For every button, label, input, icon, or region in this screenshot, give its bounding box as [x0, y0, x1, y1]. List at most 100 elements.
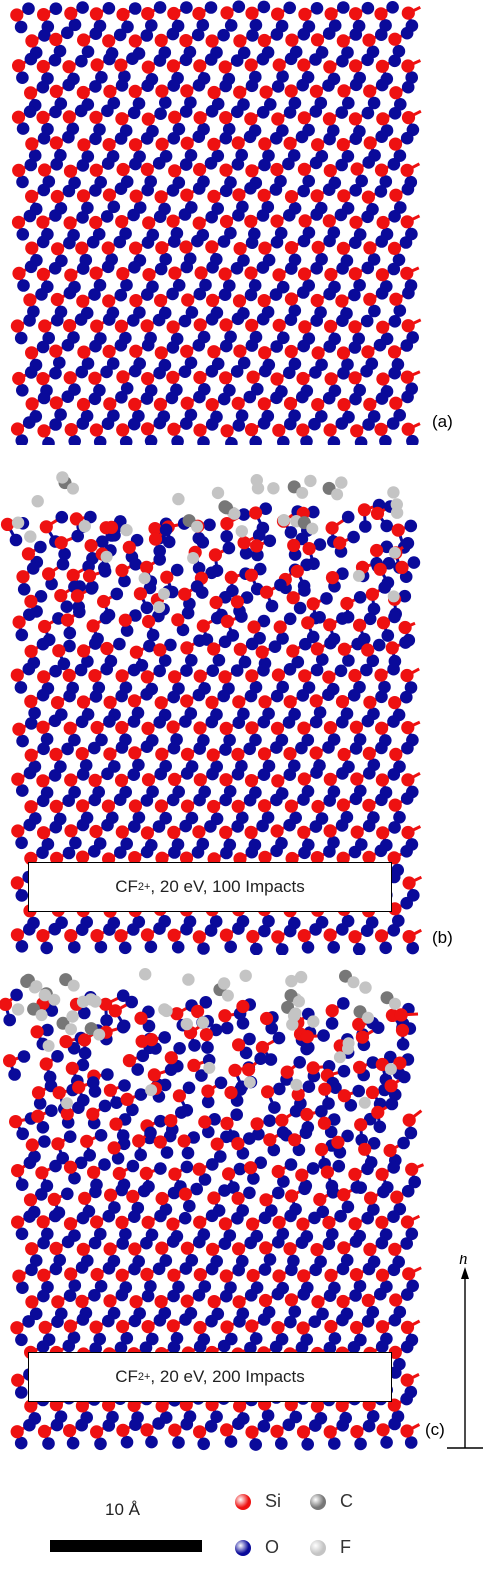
o-atom: [49, 1159, 62, 1173]
o-atom: [360, 924, 374, 937]
o-atom: [118, 574, 131, 588]
si-atom: [133, 587, 147, 601]
o-atom: [23, 209, 37, 223]
si-atom: [69, 512, 83, 526]
si-atom: [115, 669, 129, 683]
o-atom: [205, 210, 218, 224]
f-atom: [306, 522, 319, 535]
si-atom: [296, 371, 310, 386]
si-atom: [116, 7, 130, 22]
si-atom: [90, 1215, 104, 1229]
si-atom: [128, 746, 142, 760]
si-atom: [233, 344, 247, 358]
o-atom: [217, 392, 231, 406]
lattice-200-impacts: [0, 968, 425, 1451]
o-atom: [76, 159, 90, 172]
o-atom: [407, 556, 421, 569]
o-atom: [37, 391, 51, 405]
o-atom: [120, 382, 134, 395]
o-atom: [96, 535, 109, 548]
o-atom: [284, 417, 297, 431]
si-atom: [101, 241, 115, 255]
si-atom: [258, 346, 272, 360]
f-atom: [78, 520, 92, 533]
si-atom: [25, 1295, 39, 1309]
o-atom: [388, 315, 402, 328]
si-atom: [245, 6, 259, 20]
si-atom: [76, 85, 90, 100]
si-atom: [153, 397, 167, 411]
si-atom: [354, 1118, 368, 1132]
si-atom: [38, 1320, 52, 1334]
si-atom: [325, 521, 339, 535]
si-atom: [0, 517, 15, 531]
o-atom: [361, 261, 375, 275]
o-atom: [214, 1076, 228, 1090]
o-atom: [337, 367, 350, 380]
o-atom: [298, 846, 311, 860]
si-atom: [400, 266, 414, 280]
si-atom: [348, 1167, 362, 1181]
o-atom: [387, 1161, 401, 1174]
si-atom: [244, 423, 259, 437]
o-atom: [297, 286, 310, 299]
o-atom: [336, 612, 349, 625]
o-atom: [144, 434, 158, 445]
f-atom: [66, 1010, 79, 1023]
o-atom: [89, 637, 102, 650]
si-atom: [63, 164, 78, 178]
o-atom: [258, 924, 271, 938]
o-atom: [243, 742, 256, 756]
o-atom: [231, 312, 245, 326]
si-atom: [370, 543, 384, 558]
o-atom: [167, 1186, 181, 1200]
si-atom: [362, 746, 376, 760]
o-atom: [49, 664, 62, 678]
o-atom: [171, 435, 184, 445]
si-atom: [63, 1160, 78, 1174]
si-atom: [296, 1321, 310, 1335]
si-atom: [389, 1293, 403, 1307]
si-atom: [220, 517, 234, 531]
si-atom: [313, 1192, 327, 1207]
si-atom: [284, 344, 298, 359]
si-atom: [129, 645, 143, 659]
o-atom: [118, 1079, 131, 1092]
si-atom: [297, 929, 311, 943]
si-atom: [311, 1295, 325, 1309]
o-atom: [146, 628, 160, 642]
o-atom: [283, 663, 297, 676]
o-atom: [193, 1340, 207, 1353]
si-atom: [270, 162, 284, 177]
o-atom: [66, 1436, 80, 1450]
f-atom: [191, 520, 204, 533]
f-atom: [388, 546, 401, 559]
o-atom: [95, 71, 108, 84]
si-atom: [205, 34, 219, 48]
o-atom: [375, 1236, 389, 1250]
o-atom: [190, 1182, 203, 1196]
o-atom: [272, 1186, 285, 1200]
o-atom: [401, 741, 414, 755]
o-atom: [100, 210, 114, 223]
si-atom: [400, 668, 414, 683]
o-atom: [153, 1314, 167, 1327]
o-atom: [406, 434, 419, 445]
si-atom: [180, 641, 194, 655]
o-atom: [179, 1313, 192, 1326]
o-atom: [375, 1340, 389, 1353]
si-atom: [24, 694, 38, 708]
si-atom: [115, 215, 129, 229]
o-atom: [166, 287, 179, 301]
si-atom: [50, 851, 64, 865]
o-atom: [404, 1436, 418, 1449]
si-atom: [232, 188, 246, 202]
si-atom: [374, 929, 389, 943]
o-atom: [82, 560, 95, 573]
si-atom: [389, 396, 403, 410]
o-atom: [16, 1127, 30, 1141]
si-atom: [210, 1137, 224, 1151]
o-atom: [324, 636, 337, 650]
si-atom: [271, 930, 285, 944]
o-atom: [49, 105, 62, 119]
